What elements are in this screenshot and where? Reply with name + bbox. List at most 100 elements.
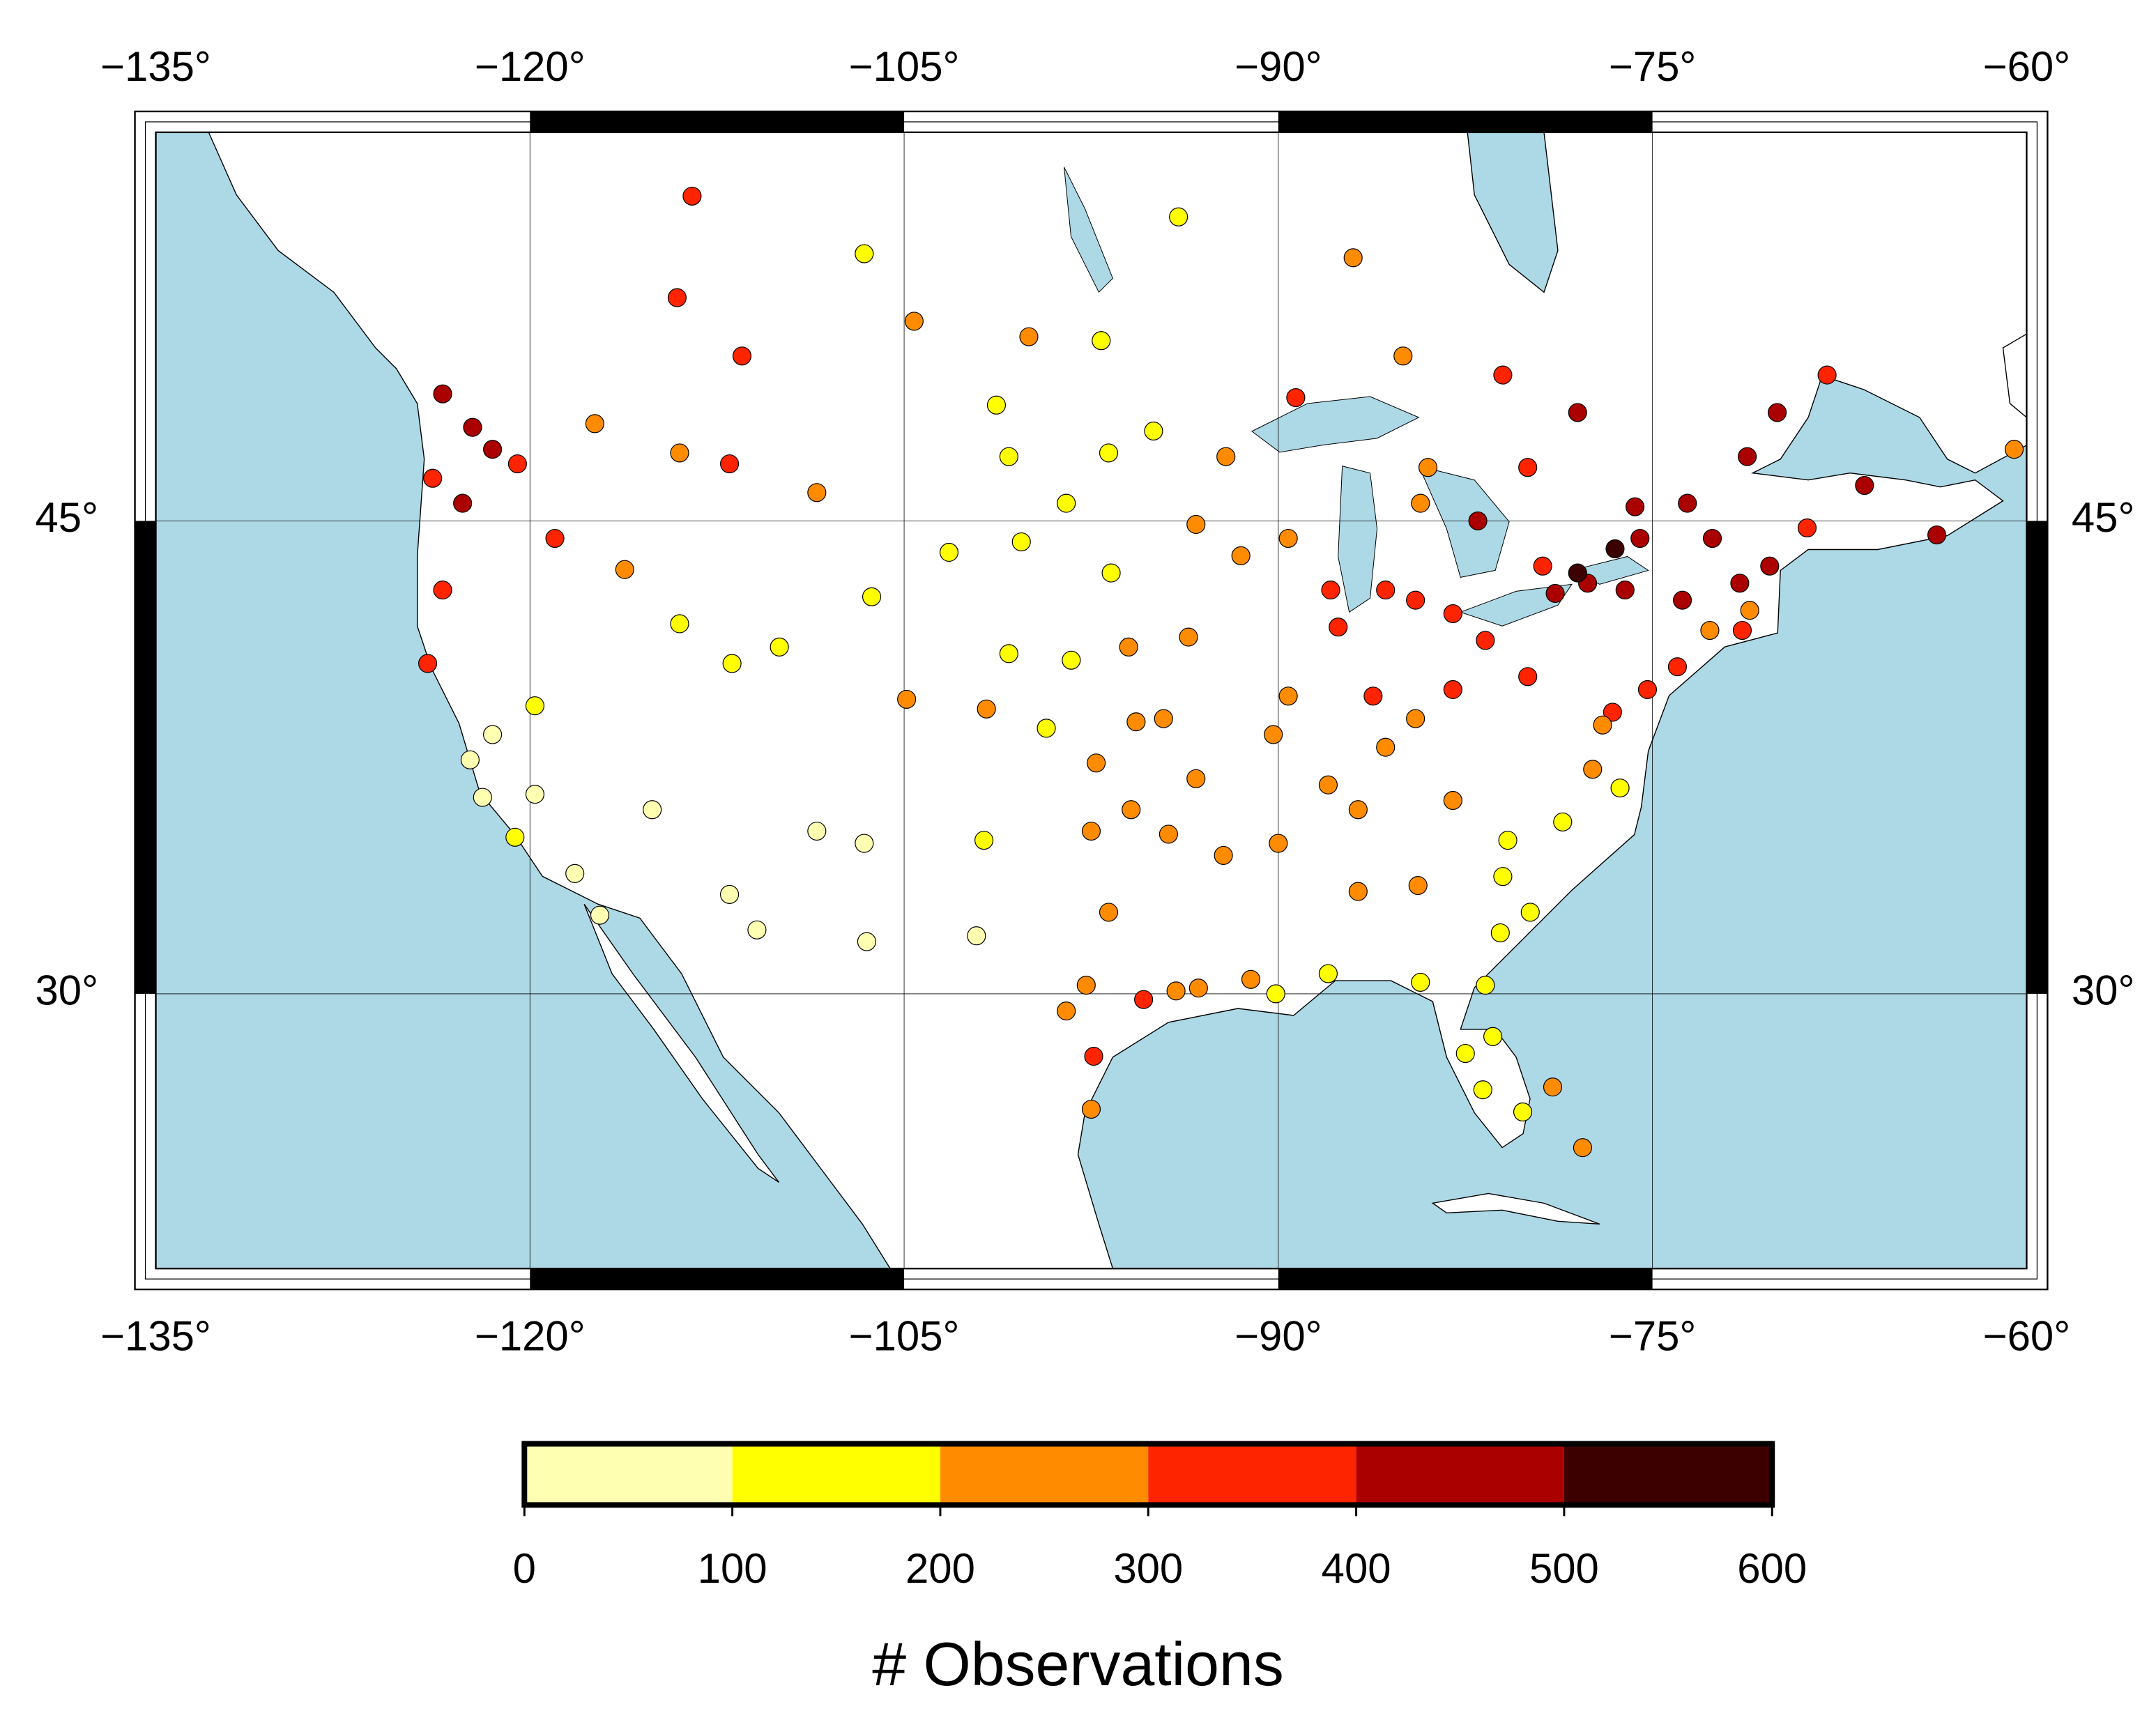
station-point (545, 528, 565, 548)
station-point (483, 440, 503, 459)
station-point (1278, 528, 1298, 548)
station-point (1081, 1099, 1101, 1119)
frame-mid (144, 121, 2038, 1280)
station-point (453, 493, 473, 513)
station-point (1186, 514, 1206, 535)
station-point (967, 926, 986, 946)
station-point (525, 785, 545, 804)
station-point (1119, 637, 1138, 657)
station-point (460, 750, 480, 769)
station-point (857, 932, 876, 951)
station-point (1573, 1138, 1593, 1158)
station-point (463, 417, 482, 437)
station-point (1321, 581, 1340, 600)
station-point (1092, 331, 1111, 351)
station-point (590, 905, 610, 925)
x-tick-label: −60° (1983, 43, 2070, 90)
station-point (643, 800, 662, 820)
station-point (1376, 581, 1396, 600)
station-point (1406, 590, 1425, 610)
station-point (722, 654, 742, 673)
station-point (904, 312, 924, 331)
station-point (1393, 346, 1413, 366)
station-point (1760, 556, 1780, 576)
station-point (1732, 620, 1752, 640)
station-point (939, 542, 959, 562)
y-tick-label: 45° (2072, 494, 2135, 541)
station-point (1927, 525, 1947, 545)
x-tick-label: −90° (1234, 43, 1322, 90)
station-point (1169, 207, 1188, 227)
station-point (525, 696, 545, 716)
station-point (1318, 964, 1338, 983)
station-point (1553, 812, 1573, 831)
station-point (1626, 497, 1645, 516)
station-point (1498, 831, 1517, 850)
x-tick-label: −90° (1234, 1313, 1322, 1360)
station-point (1062, 650, 1081, 670)
station-point (433, 581, 452, 600)
y-tick-label: 30° (36, 967, 99, 1014)
station-point (565, 864, 585, 883)
station-point (1076, 975, 1096, 995)
station-point (1216, 447, 1236, 466)
station-point (2004, 440, 2024, 459)
station-point (1513, 1102, 1533, 1122)
station-point (1678, 493, 1697, 513)
station-point (1520, 903, 1540, 922)
station-point (1159, 824, 1178, 844)
station-point (1593, 715, 1612, 735)
station-point (1702, 528, 1722, 548)
station-point (1188, 979, 1208, 998)
station-point (1667, 657, 1687, 677)
station-point (1568, 563, 1587, 583)
station-point (1231, 546, 1251, 565)
lake-huron (1418, 466, 1510, 578)
x-tick-label: −60° (1983, 1313, 2070, 1360)
station-point (1443, 604, 1462, 624)
station-point (1767, 403, 1787, 422)
frame-inner (155, 131, 2028, 1270)
lake-winnipeg (1064, 167, 1113, 293)
station-point (897, 689, 917, 709)
station-point (1518, 458, 1538, 477)
station-point (1797, 518, 1817, 538)
station-point (1411, 493, 1430, 513)
lake-erie (1459, 583, 1573, 627)
station-point (974, 831, 994, 850)
station-point (670, 614, 689, 634)
station-point (1363, 686, 1383, 706)
station-point (670, 443, 689, 463)
station-point (1057, 1002, 1076, 1021)
station-point (719, 884, 740, 904)
station-point (1518, 667, 1538, 686)
station-point (1603, 703, 1622, 722)
station-point (483, 725, 503, 744)
station-point (1615, 581, 1635, 600)
station-point (1545, 583, 1565, 604)
station-point (1817, 365, 1837, 385)
colorbar-tick-label: 200 (905, 1545, 975, 1592)
x-tick-label: −120° (475, 43, 586, 90)
x-tick-label: −105° (849, 1313, 960, 1360)
station-point (1087, 753, 1106, 773)
x-tick-label: −75° (1609, 43, 1696, 90)
colorbar-label: # Observations (872, 1630, 1284, 1698)
colorbar-tick-label: 100 (698, 1545, 767, 1592)
station-point (732, 346, 752, 366)
station-point (1630, 528, 1650, 548)
station-point (1084, 1046, 1103, 1066)
colorbar-segment (732, 1443, 940, 1505)
station-point (999, 447, 1018, 466)
station-point (1019, 327, 1039, 346)
station-point (505, 827, 525, 847)
x-tick-label: −105° (849, 43, 960, 90)
station-point (1037, 719, 1056, 738)
station-point (1468, 511, 1488, 530)
station-point (1543, 1077, 1563, 1097)
lake-michigan (1338, 466, 1378, 613)
station-point (977, 699, 996, 719)
station-point (507, 454, 527, 474)
